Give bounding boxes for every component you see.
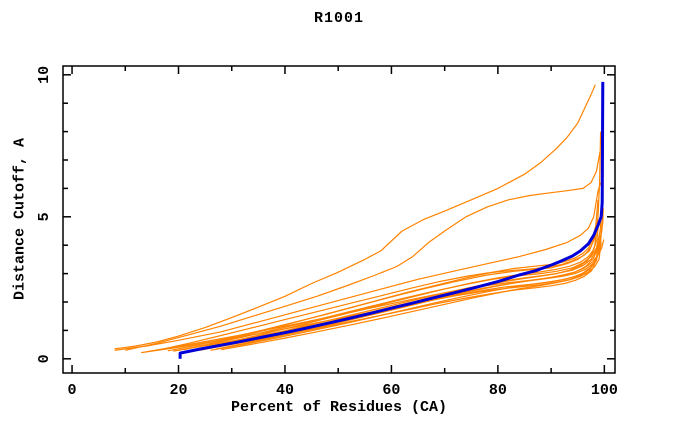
x-tick-label: 40 xyxy=(276,382,294,399)
series-highlighted-model xyxy=(178,81,605,359)
series-model-14 xyxy=(157,236,596,351)
series-model-01 xyxy=(114,84,596,350)
y-tick-label: 0 xyxy=(36,354,53,363)
x-tick-label: 60 xyxy=(382,382,400,399)
x-tick-label: 100 xyxy=(591,382,618,399)
x-tick-label: 80 xyxy=(489,382,507,399)
series-model-17 xyxy=(141,228,603,354)
series-model-06 xyxy=(183,199,599,351)
x-axis-label: Percent of Residues (CA) xyxy=(230,399,448,416)
chart-title: R1001 xyxy=(313,10,364,27)
series-model-08 xyxy=(194,219,600,350)
x-tick-label: 20 xyxy=(170,382,188,399)
series-model-10 xyxy=(204,230,597,350)
x-tick-label: 0 xyxy=(68,382,77,399)
y-tick-label: 5 xyxy=(36,212,53,221)
series-model-02 xyxy=(125,151,601,351)
series-model-18 xyxy=(189,238,600,353)
series-model-03 xyxy=(114,182,602,351)
y-tick-label: 10 xyxy=(36,66,53,84)
plot-frame xyxy=(62,65,616,374)
series-model-12 xyxy=(215,239,605,350)
